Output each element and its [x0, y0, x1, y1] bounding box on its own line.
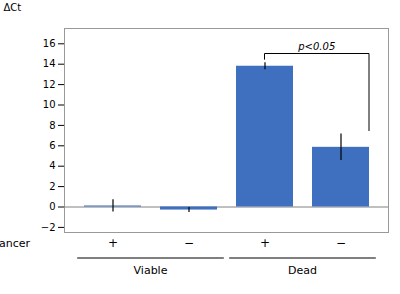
svg-text:−: − [336, 236, 346, 250]
svg-text:p<0.05: p<0.05 [297, 41, 335, 52]
svg-text:Enhancer: Enhancer [0, 237, 30, 250]
svg-text:14: 14 [43, 58, 56, 69]
svg-text:4: 4 [49, 160, 55, 171]
svg-text:ΔCt: ΔCt [4, 2, 22, 13]
svg-text:16: 16 [43, 38, 56, 49]
svg-text:−: − [184, 236, 194, 250]
svg-text:−2: −2 [41, 222, 56, 233]
svg-text:8: 8 [49, 120, 55, 131]
svg-text:10: 10 [43, 99, 56, 110]
svg-text:+: + [108, 236, 118, 250]
svg-text:12: 12 [43, 79, 56, 90]
svg-text:+: + [260, 236, 270, 250]
svg-text:Viable: Viable [134, 264, 168, 277]
svg-text:2: 2 [49, 181, 55, 192]
svg-text:6: 6 [49, 140, 55, 151]
svg-text:0: 0 [49, 201, 55, 212]
svg-text:Dead: Dead [288, 264, 317, 277]
